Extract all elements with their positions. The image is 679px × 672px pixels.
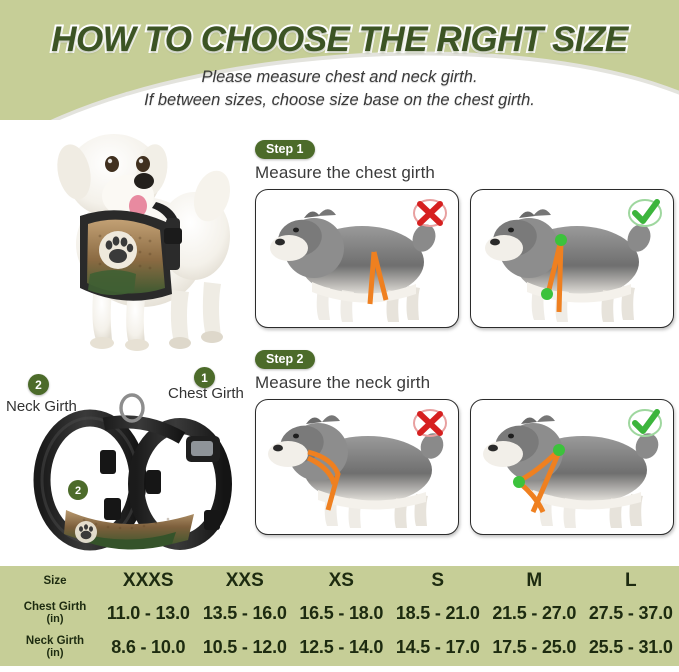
chest-value-cell: 27.5 - 37.0 [588,602,673,623]
size-cell: XXXS [122,570,174,591]
measure-marker-dot [555,234,567,246]
page-title: HOW TO CHOOSE THE RIGHT SIZE [49,18,630,61]
dog-illustration-chest-wrong [270,209,436,322]
check-icon [628,409,662,437]
subtitle: Please measure chest and neck girth. If … [0,66,679,112]
size-cell: XXS [225,570,264,591]
cross-icon [413,199,447,227]
chest-girth-label: Chest Girth [168,385,244,402]
step-2-incorrect-panel [255,399,459,535]
neck-value-cell: 12.5 - 14.0 [299,636,384,657]
step-1-section: Step 1 Measure the chest girth [255,140,675,328]
label-badge-1-chest: 1 [194,367,215,388]
chest-value-cell: 18.5 - 21.0 [395,602,480,623]
dog-wearing-harness-photo [57,134,231,351]
dog-illustration-chest-right [485,209,651,322]
step-2-panels [255,399,675,535]
size-cell: XS [328,570,354,591]
step-1-incorrect-panel [255,189,459,328]
table-header-neck-girth: Neck Girth (in) [0,630,100,664]
measure-marker-dot [553,444,565,456]
step-1-badge: Step 1 [255,140,315,159]
step-1-heading: Measure the chest girth [255,163,435,182]
step-1-panels [255,189,675,328]
neck-girth-unit: (in) [46,647,64,659]
subtitle-line-2: If between sizes, choose size base on th… [144,91,535,109]
size-cell: M [526,570,543,591]
chest-value-cell: 13.5 - 16.0 [202,602,287,623]
cross-icon [413,409,447,437]
neck-value-cell: 8.6 - 10.0 [111,636,186,657]
table-header-size: Size [43,575,67,587]
table-row-chest-girth: Chest Girth (in) 11.0 - 13.0 13.5 - 16.0… [0,596,679,630]
step-2-correct-panel [470,399,674,535]
size-chart-table: Size XXXS XXS XS S M L Chest Girth (in) … [0,566,679,666]
neck-girth-row-label: Neck Girth [25,635,85,647]
size-cell: L [624,570,637,591]
chest-value-cell: 11.0 - 13.0 [106,602,190,623]
dog-illustration-neck-wrong [268,415,444,528]
chest-value-cell: 21.5 - 27.0 [492,602,577,623]
chest-value-cell: 16.5 - 18.0 [299,602,384,623]
harness-product-photo: 2 [33,393,232,551]
table-row-sizes: Size XXXS XXS XS S M L [0,566,679,596]
size-cell: S [431,570,445,591]
svg-text:2: 2 [75,485,81,497]
neck-value-cell: 14.5 - 17.0 [395,636,480,657]
measure-marker-dot [541,288,553,300]
chest-girth-unit: (in) [46,613,64,625]
chest-girth-row-label: Chest Girth [23,601,87,613]
header-banner [0,0,679,120]
check-icon [628,199,662,227]
table-row-neck-girth: Neck Girth (in) 8.6 - 10.0 10.5 - 12.0 1… [0,630,679,664]
paw-print-logo [105,236,134,263]
step-2-badge: Step 2 [255,350,315,369]
table-header-chest-girth: Chest Girth (in) [0,596,100,630]
neck-value-cell: 10.5 - 12.0 [202,636,287,657]
neck-value-cell: 17.5 - 25.0 [492,636,577,657]
step-2-section: Step 2 Measure the neck girth [255,350,675,535]
step-1-correct-panel [470,189,674,328]
label-badge-2-neck: 2 [28,374,49,395]
subtitle-line-1: Please measure chest and neck girth. [201,68,478,86]
step-2-heading: Measure the neck girth [255,373,431,392]
measure-marker-dot [513,476,525,488]
neck-girth-label: Neck Girth [6,398,77,415]
harness-marker-2 [68,480,88,500]
dog-illustration-neck-right [483,415,659,528]
neck-value-cell: 25.5 - 31.0 [588,636,673,657]
